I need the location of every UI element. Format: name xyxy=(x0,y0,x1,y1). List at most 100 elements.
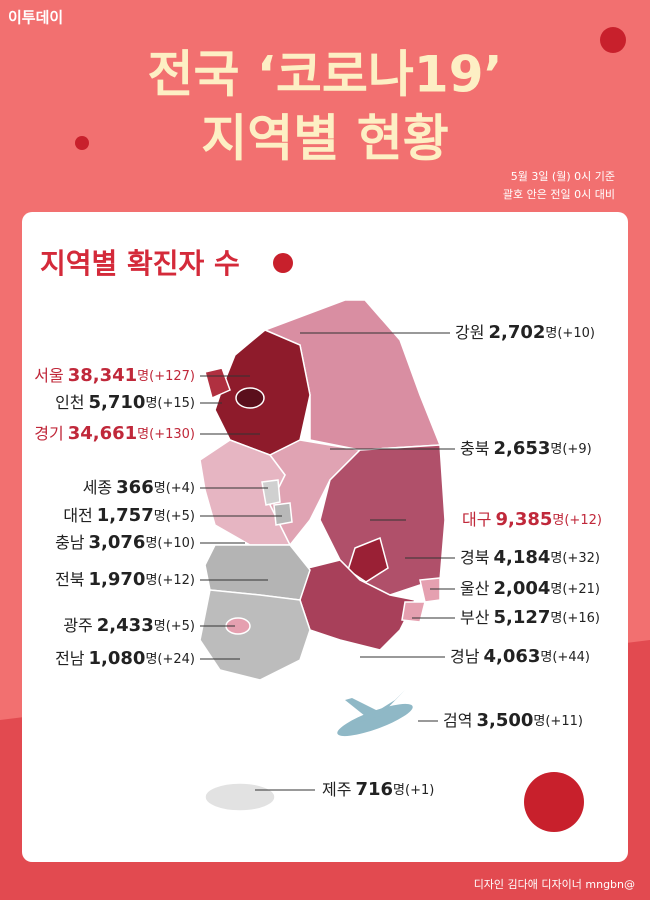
region-unit: 명 xyxy=(550,582,562,597)
region-label: 울산 2,004명(+21) xyxy=(460,578,600,599)
region-unit: 명 xyxy=(545,326,557,341)
region-name: 충북 xyxy=(460,439,489,458)
region-label: 경남 4,063명(+44) xyxy=(450,646,590,667)
section-title: 지역별 확진자 수 xyxy=(40,247,240,280)
region-count: 1,757 xyxy=(97,505,154,526)
region-unit: 명 xyxy=(145,652,157,667)
region-name: 충남 xyxy=(55,533,85,552)
region-change: (+10) xyxy=(557,326,595,341)
region-name: 제주 xyxy=(322,780,351,799)
region-unit: 명 xyxy=(550,442,562,457)
region-count: 1,080 xyxy=(89,648,146,669)
region-name: 인천 xyxy=(55,393,84,412)
region-label: 인천 5,710명(+15) xyxy=(55,392,195,413)
region-label: 검역 3,500명(+11) xyxy=(443,710,583,731)
region-name: 광주 xyxy=(63,616,92,635)
region-unit: 명 xyxy=(154,481,166,496)
region-unit: 명 xyxy=(137,369,149,384)
region-change: (+10) xyxy=(157,536,195,551)
region-name: 전북 xyxy=(55,570,84,589)
region-count: 38,341 xyxy=(68,365,137,386)
card xyxy=(22,212,628,862)
region-count: 1,970 xyxy=(89,569,146,590)
region-label: 광주 2,433명(+5) xyxy=(63,615,195,636)
virus-icon xyxy=(524,772,584,832)
region-count: 2,702 xyxy=(488,322,545,343)
region-change: (+4) xyxy=(166,481,195,496)
note: 5월 3일 (월) 0시 기준 xyxy=(511,169,615,183)
region-name: 대전 xyxy=(63,506,92,525)
region-label: 제주 716명(+1) xyxy=(322,779,434,800)
note: 괄호 안은 전일 0시 대비 xyxy=(503,187,615,201)
region-count: 5,127 xyxy=(493,607,550,628)
region-label: 경기 34,661명(+130) xyxy=(34,423,195,444)
region-unit: 명 xyxy=(550,611,562,626)
region-unit: 명 xyxy=(550,551,562,566)
virus-icon xyxy=(273,253,293,273)
region-change: (+21) xyxy=(562,582,600,597)
region-unit: 명 xyxy=(145,536,157,551)
region-label: 강원 2,702명(+10) xyxy=(455,322,595,343)
region-unit: 명 xyxy=(154,509,166,524)
region-name: 경기 xyxy=(34,424,63,443)
region-change: (+32) xyxy=(562,551,600,566)
region-unit: 명 xyxy=(533,714,545,729)
region-name: 대구 xyxy=(462,510,491,529)
region-unit: 명 xyxy=(393,783,405,798)
region-unit: 명 xyxy=(145,573,157,588)
region-unit: 명 xyxy=(552,513,564,528)
region-unit: 명 xyxy=(154,619,166,634)
region-label: 부산 5,127명(+16) xyxy=(460,607,600,628)
region-change: (+16) xyxy=(562,611,600,626)
airplane-icon xyxy=(337,690,413,737)
region-change: (+44) xyxy=(552,650,590,665)
region-label: 서울 38,341명(+127) xyxy=(34,365,195,386)
title: 전국 ‘코로나19’ xyxy=(148,46,503,104)
region-name: 전남 xyxy=(55,649,85,668)
region-count: 9,385 xyxy=(495,509,552,530)
region-name: 부산 xyxy=(460,608,490,627)
region-count: 366 xyxy=(116,477,154,498)
region-label: 대구 9,385명(+12) xyxy=(462,509,602,530)
region-change: (+24) xyxy=(157,652,195,667)
region-count: 34,661 xyxy=(68,423,137,444)
region-count: 4,063 xyxy=(483,646,540,667)
region-label: 대전 1,757명(+5) xyxy=(63,505,195,526)
region-name: 울산 xyxy=(460,579,490,598)
region-count: 5,710 xyxy=(89,392,146,413)
region-count: 4,184 xyxy=(493,547,550,568)
region-change: (+130) xyxy=(149,427,195,442)
region-count: 2,653 xyxy=(493,438,550,459)
region-change: (+5) xyxy=(166,509,195,524)
region-label: 경북 4,184명(+32) xyxy=(460,547,600,568)
title: 지역별 현황 xyxy=(201,110,448,168)
region-change: (+127) xyxy=(149,369,195,384)
region-name: 세종 xyxy=(83,478,112,497)
region-change: (+1) xyxy=(405,783,434,798)
region-label: 전북 1,970명(+12) xyxy=(55,569,195,590)
region-label: 세종 366명(+4) xyxy=(83,477,195,498)
region-name: 강원 xyxy=(455,323,484,342)
region-name: 서울 xyxy=(34,366,63,385)
region-unit: 명 xyxy=(137,427,149,442)
region-change: (+15) xyxy=(157,396,195,411)
region-change: (+11) xyxy=(545,714,583,729)
region-label: 충남 3,076명(+10) xyxy=(55,532,195,553)
credit: 디자인 김다애 디자이너 mngbn@ xyxy=(474,878,635,891)
region-change: (+12) xyxy=(564,513,602,528)
region-count: 2,004 xyxy=(493,578,550,599)
region-unit: 명 xyxy=(540,650,552,665)
region-unit: 명 xyxy=(145,396,157,411)
region-name: 검역 xyxy=(443,711,472,730)
region-name: 경남 xyxy=(450,647,480,666)
map xyxy=(199,299,446,812)
logo: 이투데이 xyxy=(8,9,63,27)
region-change: (+12) xyxy=(157,573,195,588)
region-change: (+5) xyxy=(166,619,195,634)
region-change: (+9) xyxy=(562,442,591,457)
region-label: 전남 1,080명(+24) xyxy=(55,648,195,669)
region-label: 충북 2,653명(+9) xyxy=(460,438,592,459)
region-count: 3,500 xyxy=(476,710,533,731)
region-name: 경북 xyxy=(460,548,489,567)
